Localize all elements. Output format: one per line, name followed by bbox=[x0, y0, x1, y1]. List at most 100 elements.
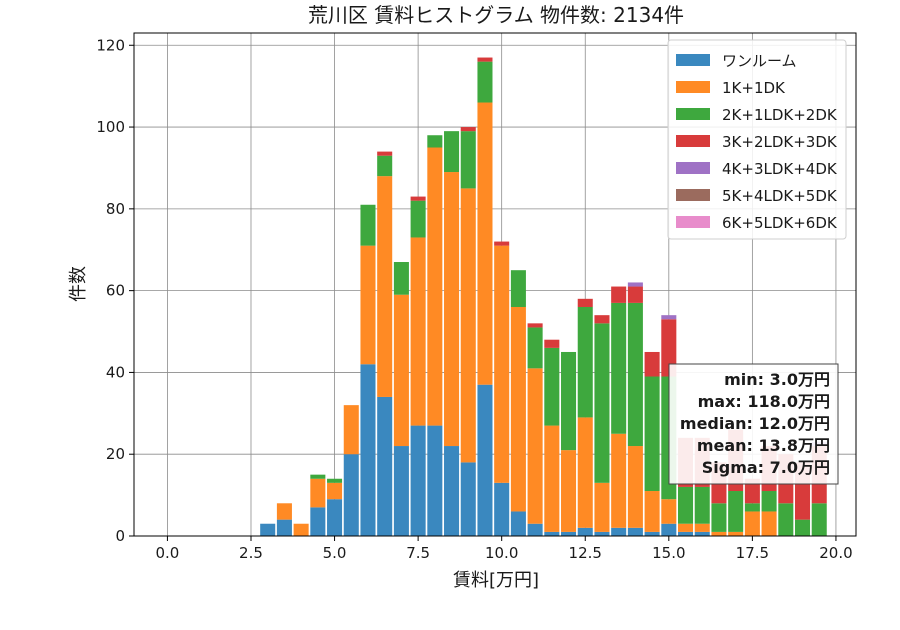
bar-segment-2-25 bbox=[678, 486, 694, 524]
bar-segment-3-20 bbox=[594, 315, 610, 324]
bar-segment-3-23 bbox=[644, 351, 660, 377]
bar-segment-1-3 bbox=[310, 478, 326, 508]
bar-segment-2-18 bbox=[561, 351, 577, 451]
bar-segment-0-26 bbox=[694, 531, 710, 536]
bar-segment-1-4 bbox=[327, 482, 343, 500]
bar-segment-1-28 bbox=[728, 531, 744, 536]
bar-segment-1-22 bbox=[627, 446, 643, 528]
stats-line-4: Sigma: 7.0万円 bbox=[702, 458, 830, 477]
bar-segment-3-19 bbox=[577, 298, 593, 307]
legend-swatch-1 bbox=[676, 81, 710, 93]
bar-segment-1-9 bbox=[410, 237, 426, 426]
bar-segment-1-27 bbox=[711, 531, 727, 536]
bar-segment-2-32 bbox=[794, 519, 811, 536]
bar-segment-1-1 bbox=[276, 503, 292, 520]
bar-segment-3-14 bbox=[494, 241, 510, 246]
bar-segment-2-21 bbox=[611, 302, 627, 434]
y-tick-label-5: 100 bbox=[96, 118, 125, 136]
bar-segment-1-5 bbox=[343, 405, 359, 455]
x-tick-label-1: 2.5 bbox=[239, 544, 263, 562]
legend-swatch-5 bbox=[676, 189, 710, 201]
bar-segment-3-16 bbox=[527, 323, 543, 328]
bar-segment-2-9 bbox=[410, 200, 426, 238]
bar-segment-2-3 bbox=[310, 474, 326, 479]
bar-segment-0-23 bbox=[644, 531, 660, 536]
bar-segment-0-9 bbox=[410, 425, 426, 536]
bar-segment-3-12 bbox=[460, 127, 476, 132]
chart-title: 荒川区 賃料ヒストグラム 物件数: 2134件 bbox=[308, 3, 684, 27]
bar-segment-3-29 bbox=[744, 478, 760, 504]
x-tick-label-3: 7.5 bbox=[406, 544, 430, 562]
bar-segment-0-4 bbox=[327, 499, 343, 536]
bar-segment-0-5 bbox=[343, 454, 359, 536]
y-axis-title: 件数 bbox=[68, 266, 89, 302]
bar-segment-0-19 bbox=[577, 527, 593, 536]
bar-segment-0-16 bbox=[527, 523, 543, 536]
bar-segment-0-14 bbox=[494, 482, 510, 536]
x-tick-label-2: 5.0 bbox=[323, 544, 347, 562]
bar-segment-0-7 bbox=[377, 396, 393, 536]
legend-swatch-2 bbox=[676, 108, 710, 120]
y-tick-label-2: 40 bbox=[106, 363, 125, 381]
bar-segment-1-10 bbox=[427, 147, 443, 426]
legend-label-2: 2K+1LDK+2DK bbox=[722, 106, 838, 124]
bar-segment-0-6 bbox=[360, 364, 376, 536]
bar-segment-1-19 bbox=[577, 417, 593, 528]
y-tick-label-0: 0 bbox=[115, 527, 125, 545]
bar-segment-1-15 bbox=[510, 306, 526, 512]
bar-segment-2-7 bbox=[377, 155, 393, 177]
bar-segment-2-15 bbox=[510, 270, 526, 307]
stats-box: min: 3.0万円 max: 118.0万円 median: 12.0万円 mean… bbox=[668, 363, 839, 485]
bar-segment-2-28 bbox=[728, 491, 744, 532]
bar-segment-2-4 bbox=[327, 478, 343, 483]
bar-segment-2-6 bbox=[360, 204, 376, 246]
bar-segment-1-24 bbox=[661, 499, 677, 524]
bar-segment-1-26 bbox=[694, 523, 710, 532]
bar-segment-3-22 bbox=[627, 286, 643, 303]
legend-label-3: 3K+2LDK+3DK bbox=[722, 133, 838, 151]
y-tick-label-1: 20 bbox=[106, 445, 125, 463]
bar-segment-0-0 bbox=[260, 523, 276, 536]
x-axis-title: 賃料[万円] bbox=[453, 570, 539, 591]
stats-line-0: min: 3.0万円 bbox=[724, 370, 830, 389]
bar-segment-2-20 bbox=[594, 323, 610, 483]
bar-segment-1-14 bbox=[494, 245, 510, 483]
stats-line-1: max: 118.0万円 bbox=[698, 392, 830, 411]
x-tick-label-5: 12.5 bbox=[569, 544, 602, 562]
bar-segment-1-21 bbox=[611, 433, 627, 528]
bar-segment-2-26 bbox=[694, 486, 710, 524]
x-tick-label-0: 0.0 bbox=[155, 544, 179, 562]
bar-segment-2-33 bbox=[811, 503, 827, 536]
bar-segment-2-22 bbox=[627, 302, 643, 447]
bar-segment-0-24 bbox=[661, 523, 677, 536]
bar-segment-1-7 bbox=[377, 176, 393, 397]
bar-segment-1-30 bbox=[761, 511, 777, 536]
legend-label-4: 4K+3LDK+4DK bbox=[722, 160, 838, 178]
y-tick-label-3: 60 bbox=[106, 282, 125, 300]
bar-segment-3-13 bbox=[477, 57, 493, 62]
plot-frame bbox=[133, 32, 857, 537]
bar-segment-1-6 bbox=[360, 245, 376, 365]
stats-line-3: mean: 13.8万円 bbox=[697, 436, 830, 455]
bar-segment-2-29 bbox=[744, 503, 760, 512]
bar-segment-2-16 bbox=[527, 327, 543, 369]
bar-segment-2-30 bbox=[761, 491, 777, 512]
bar-segment-0-12 bbox=[460, 462, 476, 536]
bar-segment-2-19 bbox=[577, 306, 593, 418]
bar-segment-1-8 bbox=[393, 294, 409, 447]
bar-segment-1-23 bbox=[644, 491, 660, 532]
bar-segment-2-11 bbox=[444, 131, 460, 173]
x-tick-label-7: 17.5 bbox=[736, 544, 769, 562]
bar-segment-1-17 bbox=[544, 425, 560, 532]
legend-label-5: 5K+4LDK+5DK bbox=[722, 187, 838, 205]
y-tick-label-4: 80 bbox=[106, 200, 125, 218]
legend-box bbox=[667, 39, 847, 240]
bar-segment-0-18 bbox=[561, 531, 577, 536]
x-tick-label-4: 10.0 bbox=[485, 544, 518, 562]
bar-segment-1-13 bbox=[477, 102, 493, 385]
y-tick-label-6: 120 bbox=[96, 36, 125, 54]
axis-ticks: 0.0 2.5 5.0 7.5 10.0 12.5 15.0 17.5 20.0 0 20 40 60 8… bbox=[96, 36, 852, 562]
bar-segment-2-17 bbox=[544, 347, 560, 426]
